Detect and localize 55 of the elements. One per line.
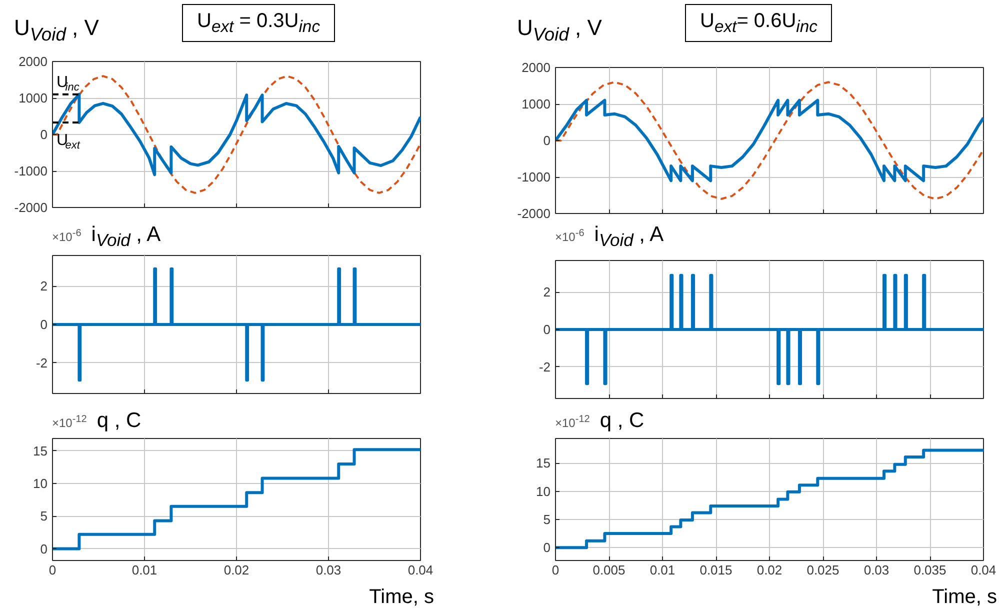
line-series — [556, 448, 984, 550]
x-tick-label: 0.035 — [914, 562, 946, 578]
x-tick-label: 0.02 — [224, 562, 250, 578]
y-tick-label: 5 — [543, 512, 551, 527]
y-tick-label: 10 — [536, 484, 551, 499]
y-tick-label: 2 — [40, 278, 48, 294]
y-tick-label: -2000 — [14, 200, 48, 215]
y-tick-label: -1000 — [517, 170, 550, 184]
line-series — [556, 98, 984, 182]
chart-title: i$_{Void}$ , A — [91, 222, 161, 250]
line-series — [52, 75, 420, 194]
x-tick-label: 0.01 — [132, 562, 158, 578]
y-tick-label: 1000 — [522, 96, 550, 112]
y-tick-label: 0 — [543, 322, 551, 337]
chart-title: U$_{Void}$ , V — [14, 14, 99, 47]
y-tick-label: 10 — [33, 476, 48, 492]
text: ×10$^{-6}$ — [52, 228, 82, 244]
y-tick-label: 15 — [33, 443, 48, 458]
y-tick-label: 2000 — [522, 60, 550, 75]
x-axis-title: Time, s — [931, 586, 997, 608]
text: ×10$^{-6}$ — [555, 228, 584, 244]
y-tick-label: 0 — [40, 127, 48, 142]
x-tick-label: 0.03 — [316, 562, 342, 578]
y-tick-label: 2 — [543, 284, 551, 300]
x-tick-label: 0.03 — [864, 562, 890, 578]
y-tick-label: 5 — [40, 508, 48, 524]
chart-title: i$_{Void}$ , A — [594, 222, 664, 250]
y-tick-label: -2000 — [517, 206, 550, 221]
chart-title: U$_{Void}$ , V — [517, 14, 602, 47]
line-series — [556, 81, 984, 200]
x-tick-label: 0.01 — [650, 562, 676, 578]
y-tick-label: -2 — [538, 359, 551, 374]
x-tick-label: 0.04 — [970, 562, 996, 578]
y-tick-label: -2 — [36, 355, 48, 370]
y-tick-label: -1000 — [14, 164, 48, 178]
y-tick-label: 1000 — [18, 90, 48, 106]
y-tick-label: 0 — [543, 540, 551, 556]
chart-title: q , C — [600, 409, 644, 432]
y-tick-label: 0 — [543, 133, 551, 148]
x-tick-label: 0.04 — [408, 562, 434, 578]
x-tick-label: 0.025 — [806, 562, 840, 578]
x-tick-label: 0.02 — [756, 562, 782, 578]
text: U$_{ext}$ = 0.3U$_{inc}$ — [182, 4, 336, 42]
x-axis-title: Time, s — [368, 586, 434, 608]
chart-title: q , C — [96, 409, 142, 432]
y-tick-label: 0 — [40, 541, 48, 556]
y-tick-label: 0 — [40, 317, 48, 332]
x-tick-label: 0.005 — [592, 562, 626, 578]
y-tick-label: 15 — [536, 456, 551, 471]
y-tick-label: 2000 — [18, 54, 48, 69]
text: U$_{ext}$= 0.6U$_{inc}$ — [685, 4, 832, 42]
x-tick-label: 0.015 — [700, 562, 732, 578]
text: ×10$^{-12}$ — [555, 414, 590, 430]
line-series — [52, 92, 420, 176]
text: ×10$^{-12}$ — [52, 414, 87, 430]
